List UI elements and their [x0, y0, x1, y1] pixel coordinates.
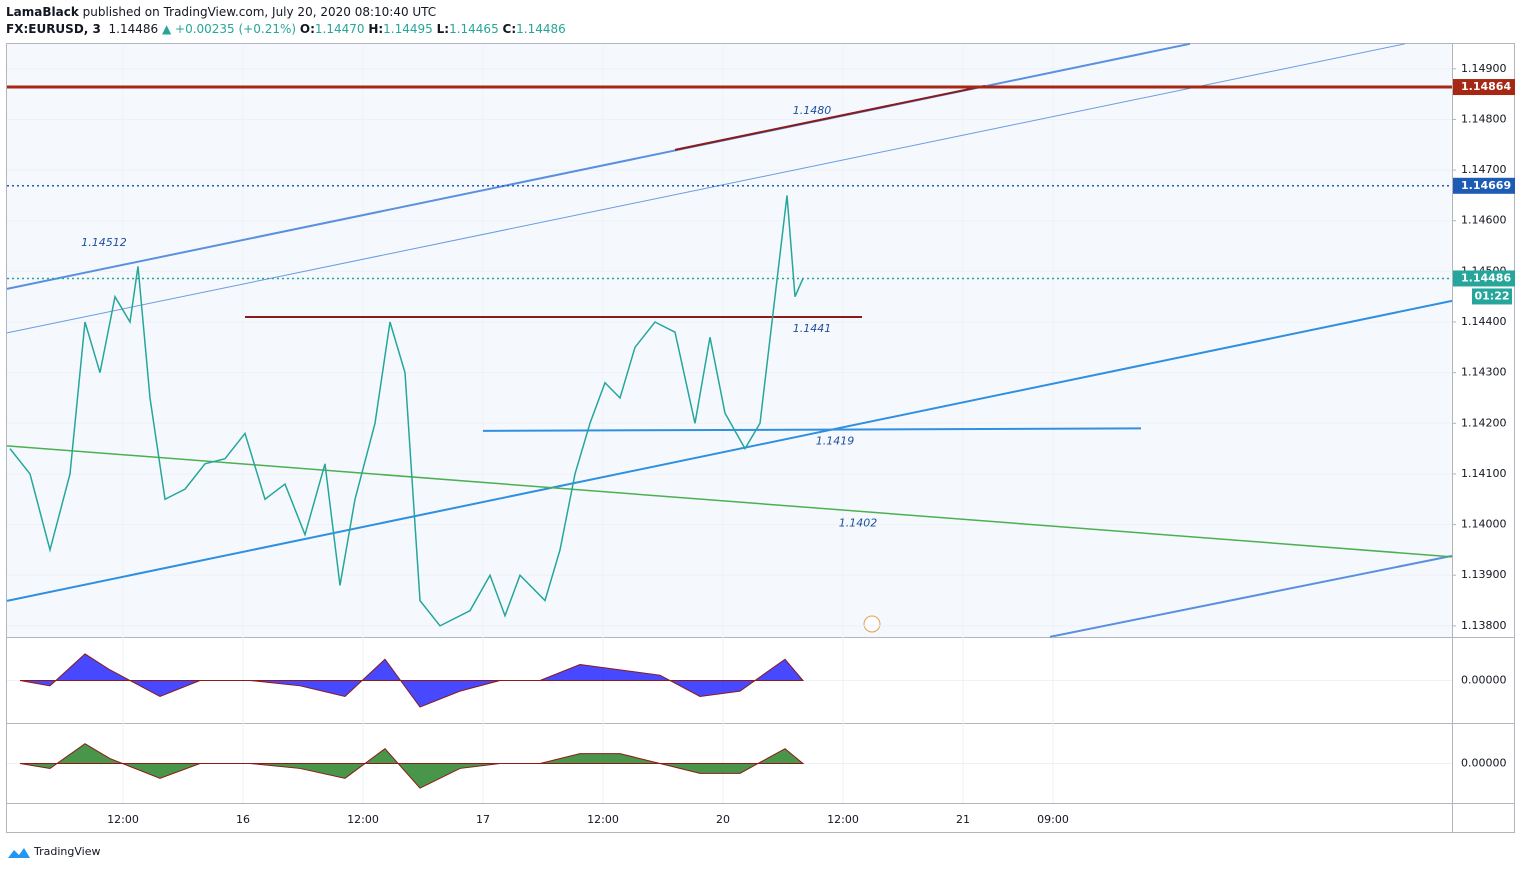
c-key: C:: [502, 22, 517, 36]
change: ▲ +0.00235 (+0.21%): [161, 22, 297, 36]
publish-line: LamaBlack published on TradingView.com, …: [6, 5, 436, 19]
countdown: 01:22: [1474, 289, 1509, 302]
symbol-line: FX:EURUSD, 3 1.14486 ▲ +0.00235 (+0.21%)…: [6, 22, 566, 36]
l-key: L:: [436, 22, 450, 36]
oscillator: [19, 653, 805, 708]
price-line: [9, 195, 804, 627]
y-tick-label: 1.13900: [1461, 568, 1507, 581]
trend-line: [6, 42, 1191, 290]
y-tick-label: 1.14200: [1461, 416, 1507, 429]
x-tick-label: 21: [956, 813, 970, 826]
price-label: 1.14486: [1461, 271, 1511, 284]
x-tick-label: 12:00: [107, 813, 139, 826]
countdown-bg: [1472, 288, 1512, 305]
price-label: 1.14669: [1461, 179, 1511, 192]
y-tick-label: 1.13800: [1461, 619, 1507, 632]
y-tick-label: 1.14900: [1461, 62, 1507, 75]
last: 1.14486: [108, 22, 159, 36]
price-label: 1.14864: [1461, 80, 1511, 93]
x-tick-label: 12:00: [827, 813, 859, 826]
drawing-label: 1.1402: [839, 516, 878, 529]
trend-line: [6, 43, 1406, 334]
pane-tick-label: 0.00000: [1461, 674, 1507, 687]
drawing-label: 1.1441: [793, 322, 832, 335]
x-tick-label: 09:00: [1037, 813, 1069, 826]
pane-tick-label: 0.00000: [1461, 757, 1507, 770]
published: published on TradingView.com, July 20, 2…: [82, 5, 437, 19]
trend-line: [1049, 554, 1453, 638]
drawing-label: 1.1480: [793, 104, 832, 117]
symbol: FX:EURUSD, 3: [6, 22, 101, 36]
x-tick-label: 12:00: [347, 813, 379, 826]
price-label-bg: [1453, 79, 1515, 96]
o-key: O:: [299, 22, 315, 36]
h-key: H:: [368, 22, 384, 36]
frame: [6, 43, 1515, 833]
o-val: 1.14470: [314, 22, 365, 36]
y-tick-label: 1.14700: [1461, 163, 1507, 176]
y-tick-label: 1.14000: [1461, 518, 1507, 531]
y-tick-label: 1.14100: [1461, 467, 1507, 480]
logo: [8, 848, 30, 858]
event-icon: [863, 615, 881, 633]
h-val: 1.14495: [383, 22, 433, 36]
y-tick-label: 1.14300: [1461, 366, 1507, 379]
trend-line: [482, 427, 1142, 432]
y-tick-label: 1.14600: [1461, 214, 1507, 227]
oscillator: [19, 743, 805, 789]
price-label-bg: [1453, 177, 1515, 194]
brand: TradingView: [33, 845, 100, 858]
plot-bg: [7, 44, 1452, 637]
drawing-label: 1.1419: [816, 435, 855, 448]
author: LamaBlack: [6, 5, 79, 19]
c-val: 1.14486: [516, 22, 566, 36]
trend-line: [6, 299, 1453, 602]
l-val: 1.14465: [449, 22, 499, 36]
x-tick-label: 20: [716, 813, 730, 826]
peak-label: 1.14512: [81, 236, 127, 249]
y-tick-label: 1.14800: [1461, 112, 1507, 125]
y-tick-label: 1.14400: [1461, 315, 1507, 328]
x-tick-label: 17: [476, 813, 490, 826]
x-tick-label: 16: [236, 813, 250, 826]
trend-line: [674, 84, 986, 151]
price-label-bg: [1453, 270, 1515, 287]
trend-line: [6, 445, 1453, 558]
x-tick-label: 12:00: [587, 813, 619, 826]
